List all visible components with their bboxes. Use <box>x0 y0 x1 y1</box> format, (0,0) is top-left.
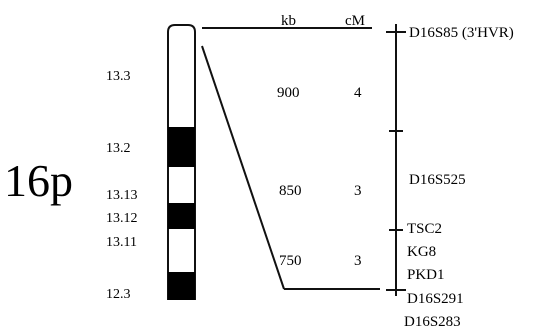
interval-cm-value: 3 <box>354 183 362 199</box>
map-axis <box>386 24 406 296</box>
chromosome-label: 16p <box>4 155 73 206</box>
marker-label: D16S525 <box>409 172 466 188</box>
zoom-line-diagonal <box>201 45 285 290</box>
band-12.3-fill <box>168 272 195 300</box>
interval-kb-value: 750 <box>279 253 302 269</box>
band-label: 12.3 <box>106 287 131 302</box>
band-label: 13.13 <box>106 188 138 203</box>
cm-header: cM <box>345 13 365 29</box>
marker-label: KG8 <box>407 244 436 260</box>
kb-header: kb <box>281 13 296 29</box>
band-label: 13.11 <box>106 235 137 250</box>
interval-cm-value: 4 <box>354 85 362 101</box>
chromosome-top-cap <box>167 24 196 52</box>
band-13.2-fill <box>168 127 195 167</box>
band-13.12-fill <box>168 203 195 229</box>
interval-values: 900 4 850 3 750 3 <box>277 85 362 269</box>
marker-label: TSC2 <box>407 221 442 237</box>
marker-label: PKD1 <box>407 267 445 283</box>
marker-label: D16S291 <box>407 291 464 307</box>
chromosome-ideogram <box>167 24 196 300</box>
band-labels: 13.3 13.2 13.13 13.12 13.11 12.3 <box>106 69 138 302</box>
marker-label: D16S283 <box>404 314 461 330</box>
band-label: 13.3 <box>106 69 131 84</box>
marker-labels: D16S85 (3'HVR) D16S525 TSC2 KG8 PKD1 D16… <box>404 25 514 330</box>
marker-label: D16S85 (3'HVR) <box>409 25 514 41</box>
interval-cm-value: 3 <box>354 253 362 269</box>
interval-kb-value: 900 <box>277 85 300 101</box>
interval-kb-value: 850 <box>279 183 302 199</box>
band-label: 13.12 <box>106 211 138 226</box>
band-label: 13.2 <box>106 141 131 156</box>
zoom-lines <box>201 27 380 290</box>
